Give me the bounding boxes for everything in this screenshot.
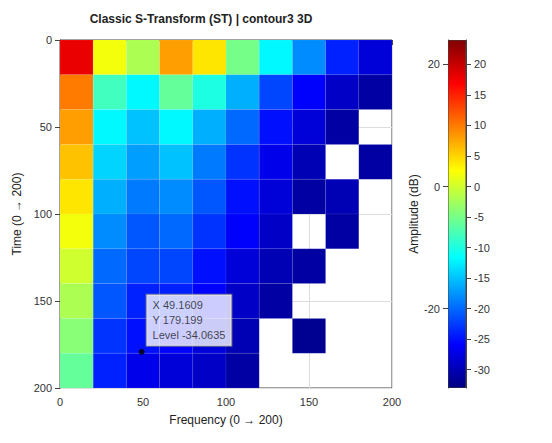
svg-text:-20: -20 bbox=[424, 303, 440, 315]
svg-text:20: 20 bbox=[474, 58, 486, 70]
svg-text:150: 150 bbox=[300, 396, 318, 408]
svg-text:Level -34.0635: Level -34.0635 bbox=[153, 329, 226, 341]
svg-text:Frequency (0 → 200): Frequency (0 → 200) bbox=[169, 413, 282, 427]
svg-text:0: 0 bbox=[57, 396, 63, 408]
svg-text:-5: -5 bbox=[474, 211, 484, 223]
svg-text:X 49.1609: X 49.1609 bbox=[153, 299, 203, 311]
svg-text:-30: -30 bbox=[474, 364, 490, 376]
svg-text:Amplitude (dB): Amplitude (dB) bbox=[407, 174, 421, 253]
svg-text:5: 5 bbox=[474, 150, 480, 162]
svg-text:150: 150 bbox=[34, 295, 52, 307]
svg-text:100: 100 bbox=[34, 208, 52, 220]
svg-text:0: 0 bbox=[434, 181, 440, 193]
svg-text:0: 0 bbox=[474, 181, 480, 193]
svg-text:15: 15 bbox=[474, 89, 486, 101]
svg-text:-25: -25 bbox=[474, 333, 490, 345]
svg-text:20: 20 bbox=[428, 58, 440, 70]
svg-text:Classic S-Transform (ST) | con: Classic S-Transform (ST) | contour3 3D bbox=[90, 12, 313, 26]
svg-text:-10: -10 bbox=[474, 242, 490, 254]
svg-text:200: 200 bbox=[383, 396, 401, 408]
svg-text:Time (0 → 200): Time (0 → 200) bbox=[10, 173, 24, 256]
svg-text:50: 50 bbox=[40, 121, 52, 133]
svg-text:10: 10 bbox=[474, 119, 486, 131]
svg-text:-20: -20 bbox=[474, 303, 490, 315]
svg-text:100: 100 bbox=[217, 396, 235, 408]
svg-text:50: 50 bbox=[137, 396, 149, 408]
svg-text:Y 179.199: Y 179.199 bbox=[153, 314, 203, 326]
svg-text:200: 200 bbox=[34, 382, 52, 394]
svg-text:-15: -15 bbox=[474, 272, 490, 284]
svg-text:0: 0 bbox=[46, 34, 52, 46]
